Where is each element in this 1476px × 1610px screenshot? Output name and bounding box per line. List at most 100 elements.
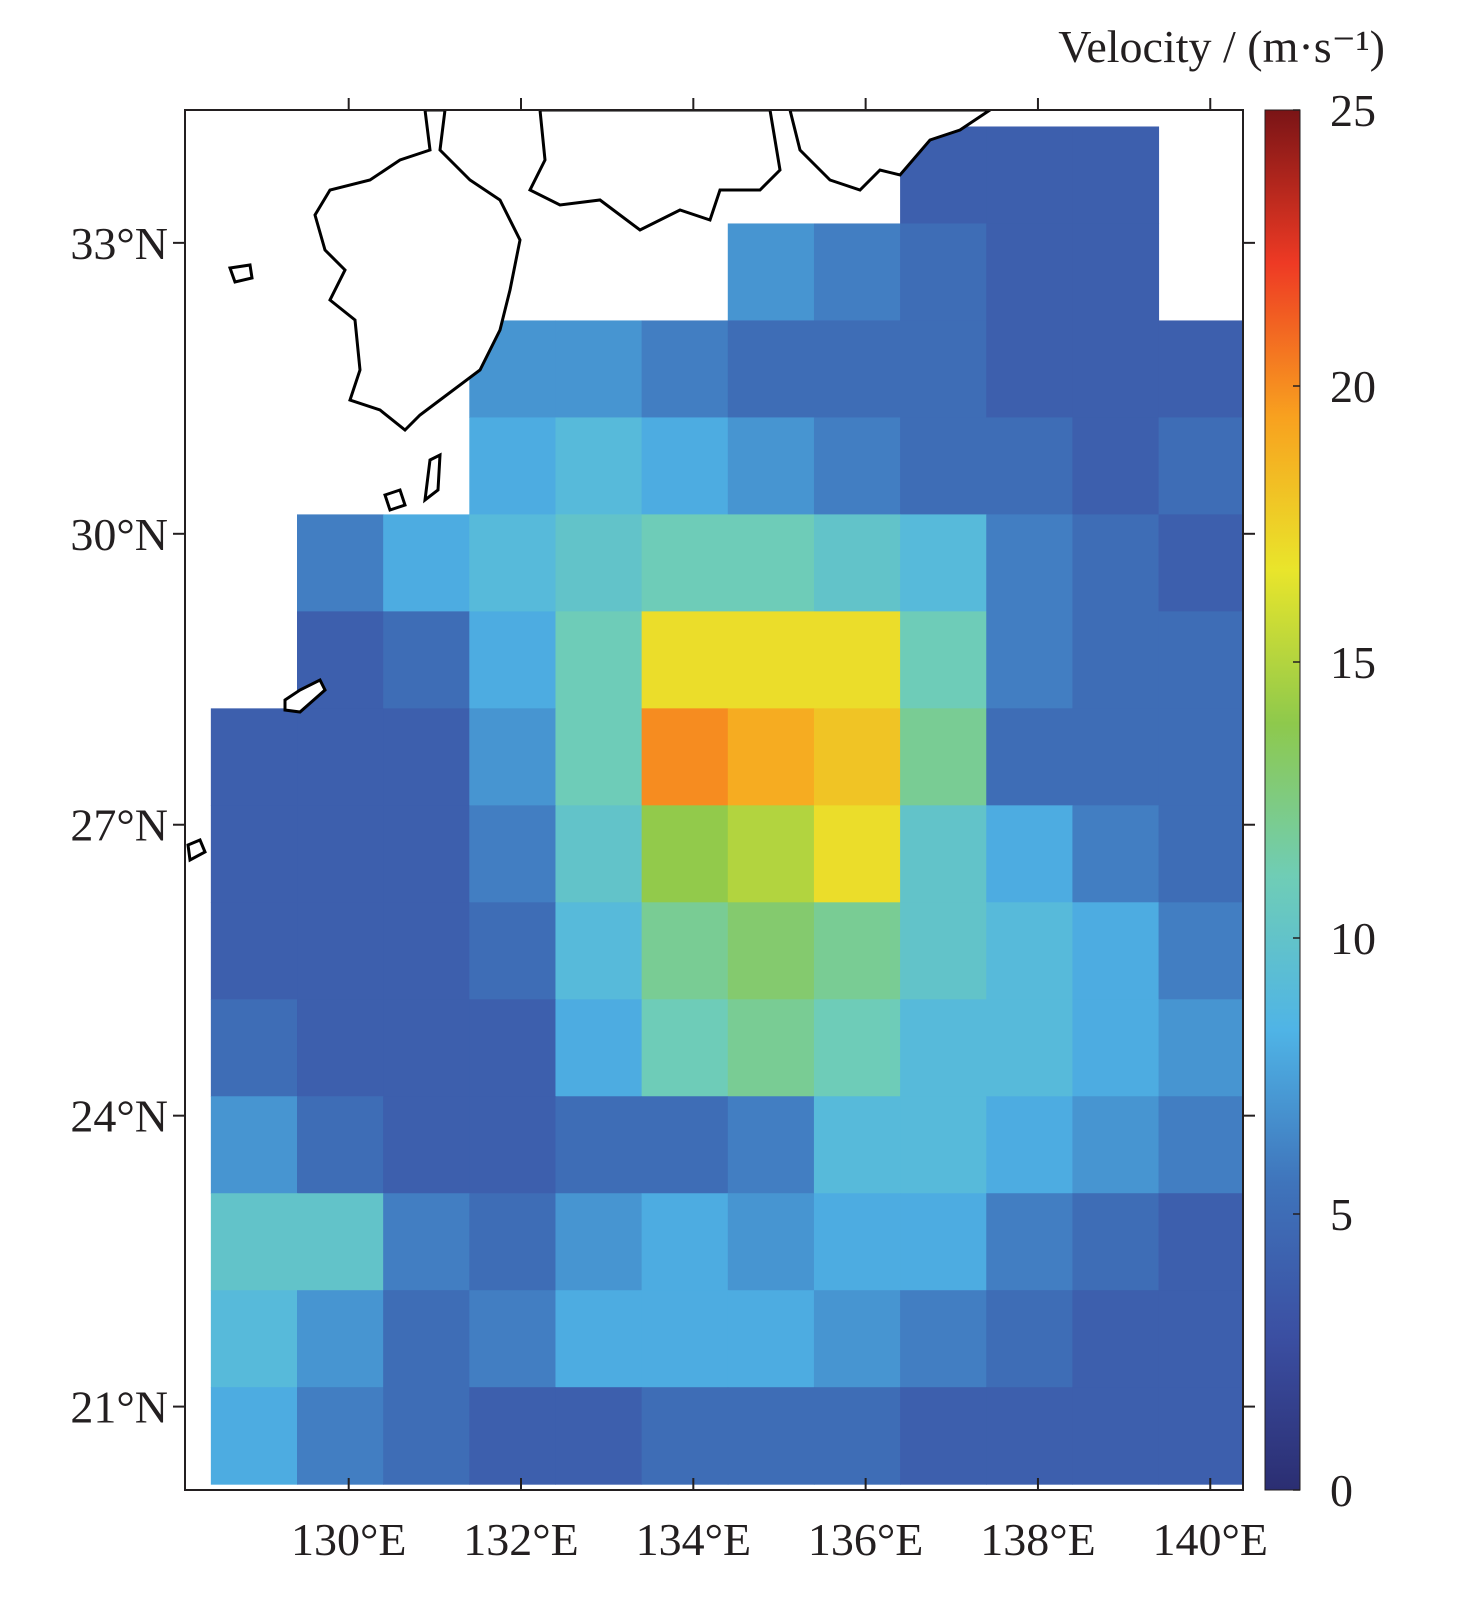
velocity-cell [555, 514, 643, 612]
velocity-cell [727, 999, 815, 1097]
velocity-cell [469, 1193, 556, 1291]
velocity-cell [900, 902, 987, 1000]
velocity-cell [727, 1193, 815, 1291]
velocity-cell [813, 1096, 901, 1194]
velocity-cell [555, 1096, 643, 1194]
velocity-cell [900, 320, 987, 418]
velocity-cell [383, 708, 470, 806]
velocity-cell [555, 611, 643, 709]
velocity-cell [210, 1096, 298, 1194]
velocity-cell [986, 999, 1073, 1097]
velocity-cell [297, 902, 384, 1000]
velocity-cell [986, 1096, 1073, 1194]
x-tick-label: 140°E [1153, 1514, 1269, 1565]
velocity-cell [813, 708, 901, 806]
x-tick-label: 134°E [636, 1514, 752, 1565]
y-tick-label: 21°N [70, 1382, 168, 1433]
velocity-cell [641, 320, 729, 418]
velocity-cell [555, 417, 643, 515]
velocity-cell [469, 514, 556, 612]
colorbar-label: Velocity / (m·s⁻¹) [1058, 21, 1385, 72]
velocity-cell [1158, 514, 1243, 612]
velocity-cell [1072, 1387, 1160, 1485]
velocity-cell [813, 805, 901, 903]
velocity-cell [297, 1096, 384, 1194]
velocity-cell [813, 417, 901, 515]
velocity-cell [1158, 611, 1243, 709]
velocity-cell [986, 514, 1073, 612]
velocity-cell [469, 1387, 556, 1485]
velocity-cell [900, 1387, 987, 1485]
island [383, 488, 407, 512]
velocity-cell [1158, 1193, 1243, 1291]
velocity-cell [1158, 805, 1243, 903]
velocity-cell [1072, 126, 1160, 224]
velocity-cell [813, 320, 901, 418]
y-tick-label: 24°N [70, 1091, 168, 1142]
velocity-cell [813, 514, 901, 612]
velocity-cell [986, 126, 1073, 224]
y-tick-label: 30°N [70, 509, 168, 560]
velocity-cell [813, 902, 901, 1000]
island [186, 838, 207, 863]
velocity-cell [986, 223, 1073, 321]
velocity-cell [555, 902, 643, 1000]
velocity-cell [383, 1290, 470, 1388]
velocity-cell [813, 1290, 901, 1388]
velocity-cell [900, 708, 987, 806]
velocity-cell [383, 902, 470, 1000]
x-tick-label: 138°E [980, 1514, 1096, 1565]
velocity-cell [1158, 902, 1243, 1000]
velocity-cell [1072, 999, 1160, 1097]
colorbar [1264, 109, 1301, 1491]
velocity-cell [641, 805, 729, 903]
velocity-cell [1072, 223, 1160, 321]
velocity-cell [1072, 1193, 1160, 1291]
velocity-cell [1072, 514, 1160, 612]
velocity-cell [641, 1290, 729, 1388]
velocity-cell [1072, 1096, 1160, 1194]
velocity-cell [555, 805, 643, 903]
velocity-cell [1158, 708, 1243, 806]
velocity-cell [986, 611, 1073, 709]
velocity-cell [469, 805, 556, 903]
velocity-cell [641, 417, 729, 515]
velocity-cell [297, 708, 384, 806]
honshu-coast [788, 110, 993, 192]
velocity-cell [383, 1387, 470, 1485]
velocity-cell [986, 902, 1073, 1000]
velocity-cell [1072, 1290, 1160, 1388]
velocity-cell [986, 708, 1073, 806]
island [423, 452, 442, 504]
velocity-cell [297, 1387, 384, 1485]
velocity-cell [555, 320, 643, 418]
velocity-cell [727, 1290, 815, 1388]
velocity-cell [641, 708, 729, 806]
velocity-cell [813, 1387, 901, 1485]
velocity-cell [1072, 708, 1160, 806]
x-tick-label: 132°E [463, 1514, 579, 1565]
velocity-cell [555, 999, 643, 1097]
velocity-cell [297, 805, 384, 903]
velocity-cell [383, 1096, 470, 1194]
velocity-cell [813, 611, 901, 709]
velocity-cell [297, 1193, 384, 1291]
velocity-cell [469, 1290, 556, 1388]
velocity-cell [210, 1193, 298, 1291]
colorbar-tick-label: 5 [1330, 1189, 1353, 1240]
colorbar-tick-label: 20 [1330, 361, 1376, 412]
velocity-cell [641, 902, 729, 1000]
velocity-cell [900, 1193, 987, 1291]
velocity-cell [727, 1096, 815, 1194]
velocity-cell [469, 417, 556, 515]
island [283, 677, 327, 714]
velocity-cell [986, 1387, 1073, 1485]
velocity-cell [727, 611, 815, 709]
velocity-cell [727, 1387, 815, 1485]
velocity-cell [900, 223, 987, 321]
velocity-cell [469, 999, 556, 1097]
kyushu [313, 110, 522, 433]
velocity-cell [986, 805, 1073, 903]
velocity-cell [727, 805, 815, 903]
